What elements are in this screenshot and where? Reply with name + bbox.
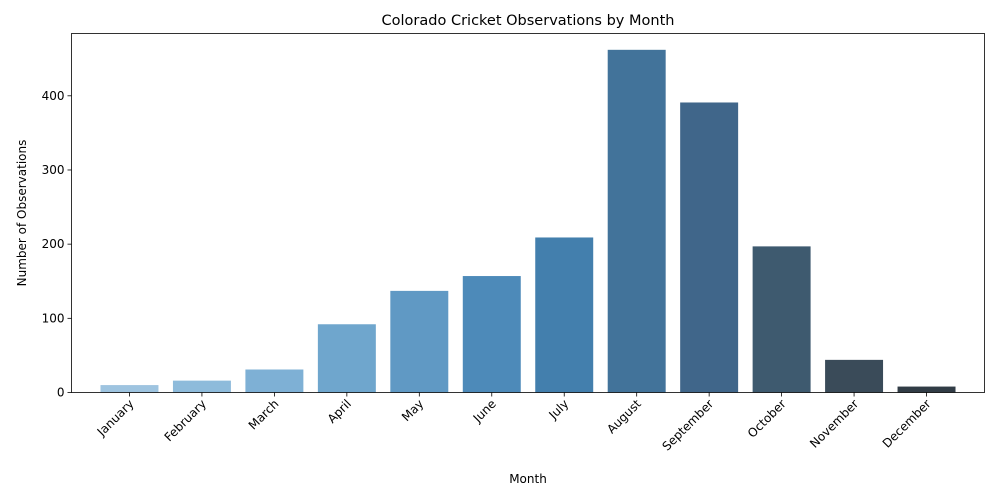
bar-december — [897, 386, 956, 393]
x-tick-label-september: September — [659, 397, 716, 454]
bar-january — [100, 385, 159, 393]
x-tick-label-april: April — [325, 397, 354, 426]
x-tick-label-november: November — [807, 397, 861, 451]
x-axis-label: Month — [509, 472, 547, 486]
x-tick-label-august: August — [604, 397, 644, 437]
y-tick-label-300: 300 — [42, 163, 65, 177]
chart-title: Colorado Cricket Observations by Month — [382, 13, 675, 29]
x-tick-label-july: July — [545, 397, 571, 423]
bar-september — [680, 102, 739, 393]
x-tick-label-december: December — [880, 397, 934, 451]
bar-november — [825, 359, 884, 393]
bar-august — [607, 49, 666, 393]
bar-april — [317, 324, 376, 393]
y-tick-label-100: 100 — [42, 311, 65, 325]
x-tick-label-january: January — [94, 397, 137, 440]
plot-frame — [71, 33, 985, 393]
bars-group — [100, 49, 956, 393]
y-tick-label-400: 400 — [42, 89, 65, 103]
x-tick-label-october: October — [745, 397, 789, 441]
x-tick-label-march: March — [246, 397, 282, 433]
x-tick-label-june: June — [470, 397, 499, 426]
bar-march — [245, 369, 304, 393]
bar-february — [172, 380, 231, 393]
bar-june — [462, 276, 521, 393]
y-axis-label: Number of Observations — [15, 140, 29, 287]
y-tick-label-200: 200 — [42, 237, 65, 251]
bar-july — [535, 237, 594, 393]
x-axis-ticks: January February March April May June July Augu… — [94, 392, 934, 454]
bar-may — [390, 290, 449, 393]
y-tick-label-0: 0 — [57, 386, 65, 400]
x-tick-label-may: May — [399, 397, 426, 424]
y-axis-ticks: 0 100 200 300 400 — [42, 89, 72, 400]
x-tick-label-february: February — [162, 397, 210, 445]
bar-october — [752, 246, 811, 393]
